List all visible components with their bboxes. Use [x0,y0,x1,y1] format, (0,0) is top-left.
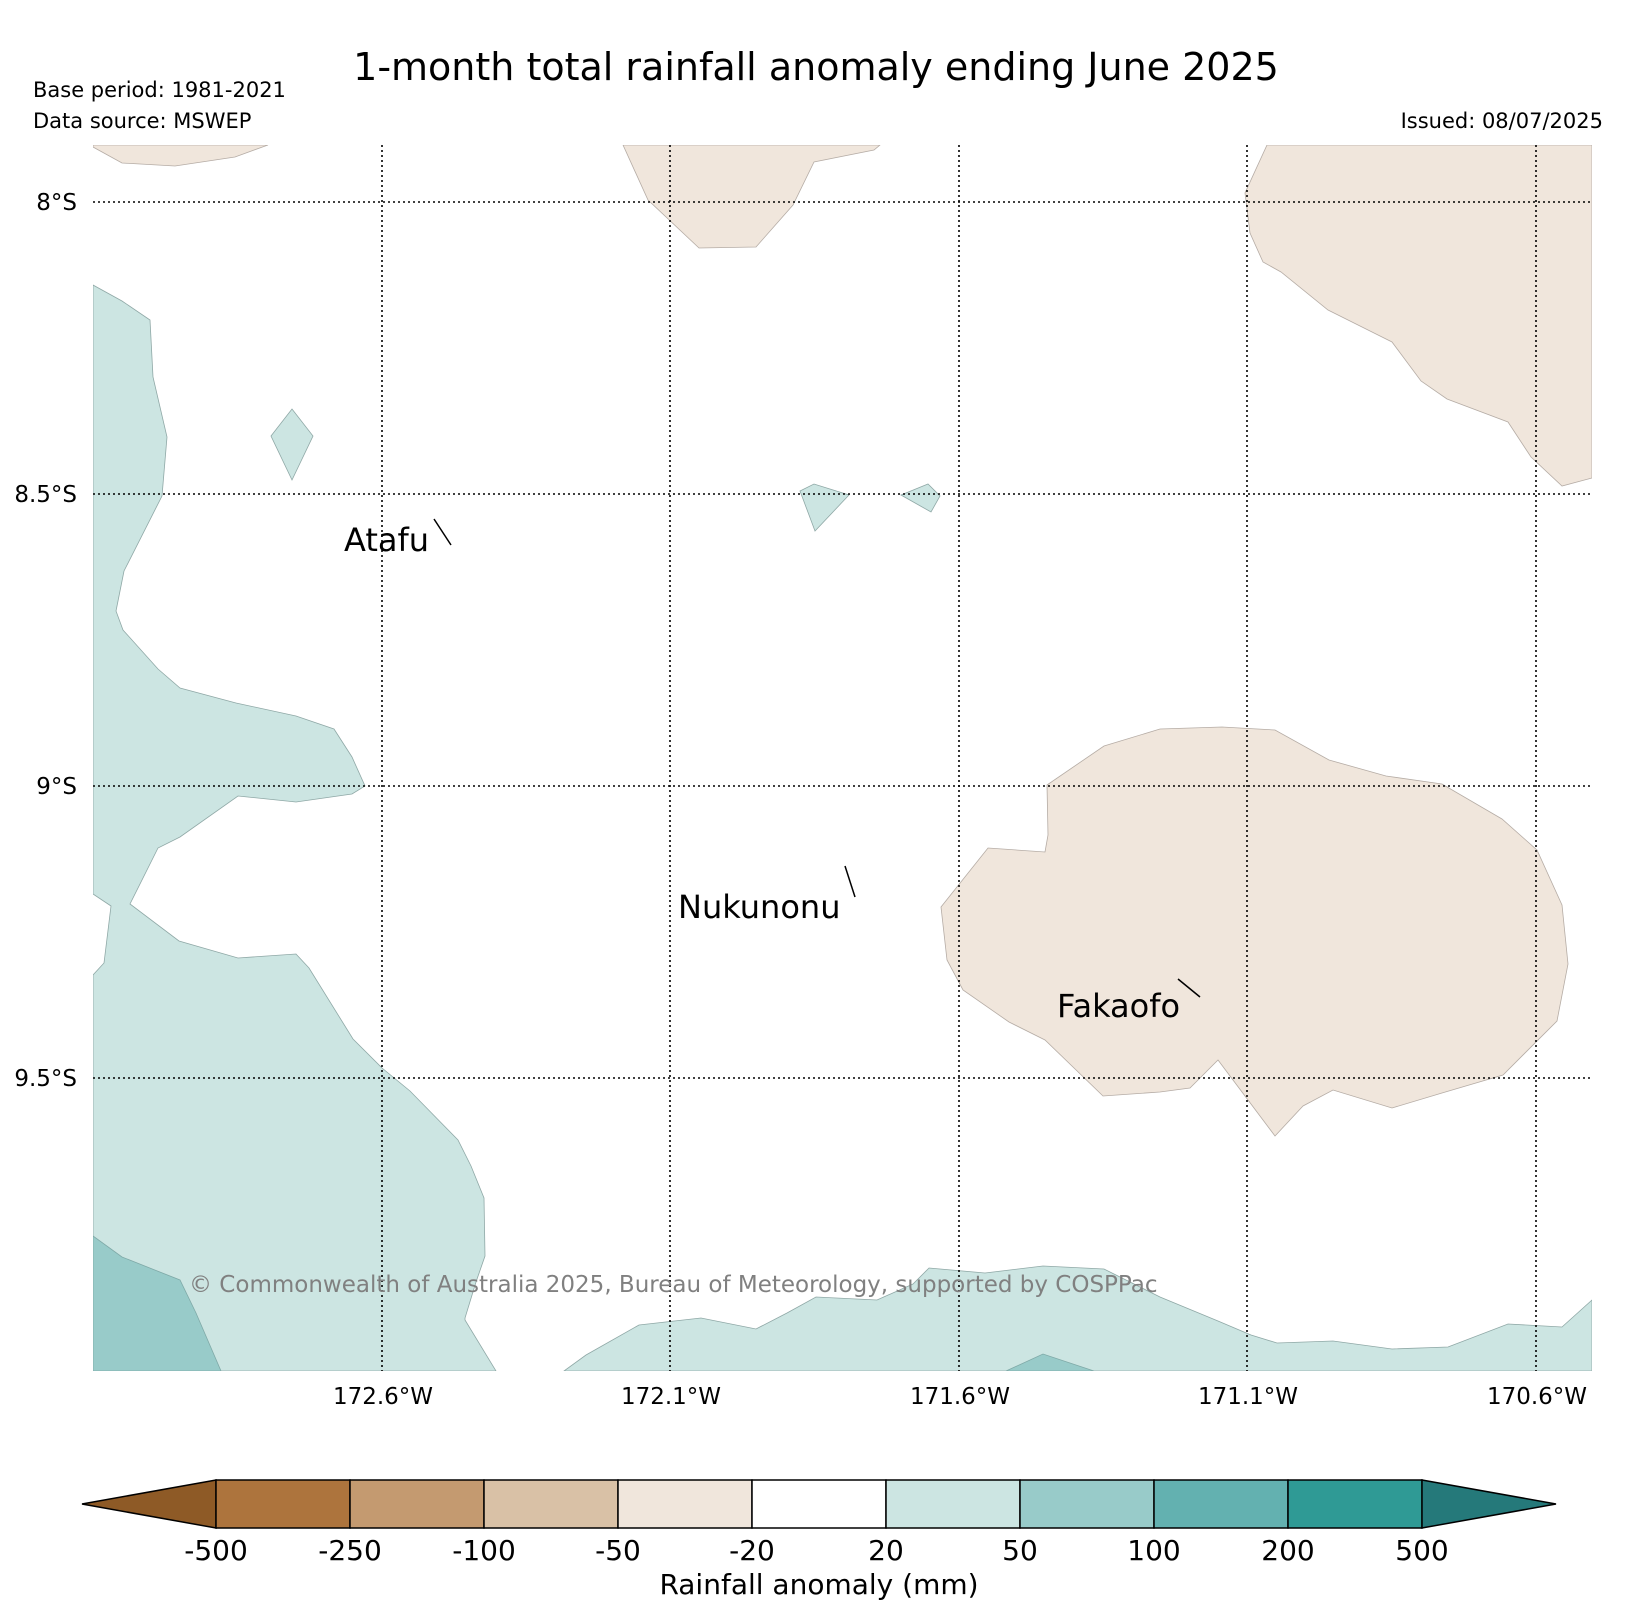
colorbar-segment [483,1479,619,1529]
lat-label-9s: 9°S [36,774,77,800]
nukunonu-coastline [844,865,856,898]
strong-wet-region-south [1005,1353,1095,1371]
colorbar-segment [1287,1479,1423,1529]
figure-title: 1-month total rainfall anomaly ending Ju… [353,45,1279,89]
wet-region-small-triangle-2 [900,483,941,513]
map-plot-area: Atafu Nukunonu Fakaofo © Commonwealth of… [93,145,1592,1371]
dry-region-top-left [93,145,269,167]
colorbar-tick-label: 20 [868,1534,904,1567]
colorbar-title: Rainfall anomaly (mm) [659,1568,978,1601]
wet-region-west-coast [93,284,497,1371]
strong-wet-region-southwest [93,1235,222,1371]
colorbar-tick-label: -100 [452,1534,516,1567]
wet-region-small-triangle-1 [799,483,850,532]
colorbar-segment [617,1479,753,1529]
copyright-notice: © Commonwealth of Australia 2025, Bureau… [189,1272,1158,1298]
colorbar-segment [215,1479,351,1529]
lon-label-171-1w: 171.1°W [1198,1384,1298,1410]
colorbar-tick-label: -250 [318,1534,382,1567]
lat-label-8-5s: 8.5°S [14,482,77,508]
colorbar-tick-label: -500 [184,1534,248,1567]
colorbar-segment [349,1479,485,1529]
colorbar-tick-label: 50 [1002,1534,1038,1567]
colorbar-tick-label: 200 [1261,1534,1314,1567]
lon-label-170-6w: 170.6°W [1487,1384,1587,1410]
colorbar-legend: -500 -250 -100 -50 -20 20 50 100 200 500 Rainfall… [81,1479,1557,1601]
dry-region-top-right [1244,145,1592,487]
colorbar-segment [1153,1479,1289,1529]
lat-label-9-5s: 9.5°S [14,1066,77,1092]
strong-wet-anomaly-regions [93,1235,1095,1371]
colorbar-segment [751,1479,887,1529]
data-source-label: Data source: MSWEP [33,109,251,133]
fakaofo-coastline [1177,978,1201,998]
base-period-label: Base period: 1981-2021 [33,78,286,102]
colorbar-tick-label: -50 [595,1534,641,1567]
lon-label-172-1w: 172.1°W [621,1384,721,1410]
latitude-labels: 8°S 8.5°S 9°S 9.5°S [14,190,77,1092]
colorbar-extend-low [81,1479,217,1529]
wet-anomaly-regions [93,284,1592,1371]
issued-date-label: Issued: 08/07/2025 [1401,109,1603,133]
wet-region-south-band [563,1265,1592,1371]
lat-label-8s: 8°S [36,190,77,216]
atoll-coastlines [433,518,1201,998]
colorbar-segments [81,1479,1557,1529]
lon-label-171-6w: 171.6°W [910,1384,1010,1410]
wet-region-small-diamond [270,408,314,481]
place-label-atafu: Atafu [344,521,429,559]
colorbar-segment [885,1479,1021,1529]
atafu-coastline [433,518,452,546]
dry-region-top-center [622,145,881,249]
dry-region-fakaofo [940,726,1569,1137]
dry-anomaly-regions [93,145,1592,1137]
place-label-fakaofo: Fakaofo [1057,987,1180,1025]
colorbar-tick-label: -20 [729,1534,775,1567]
colorbar-segment [1019,1479,1155,1529]
colorbar-tick-label: 500 [1395,1534,1448,1567]
longitude-labels: 172.6°W 172.1°W 171.6°W 171.1°W 170.6°W [333,1384,1587,1410]
colorbar-extend-high [1421,1479,1557,1529]
colorbar-tick-labels: -500 -250 -100 -50 -20 20 50 100 200 500 [184,1534,1449,1567]
place-label-nukunonu: Nukunonu [678,888,840,926]
colorbar-tick-label: 100 [1127,1534,1180,1567]
longitude-gridlines [381,145,1537,1371]
lon-label-172-6w: 172.6°W [333,1384,433,1410]
